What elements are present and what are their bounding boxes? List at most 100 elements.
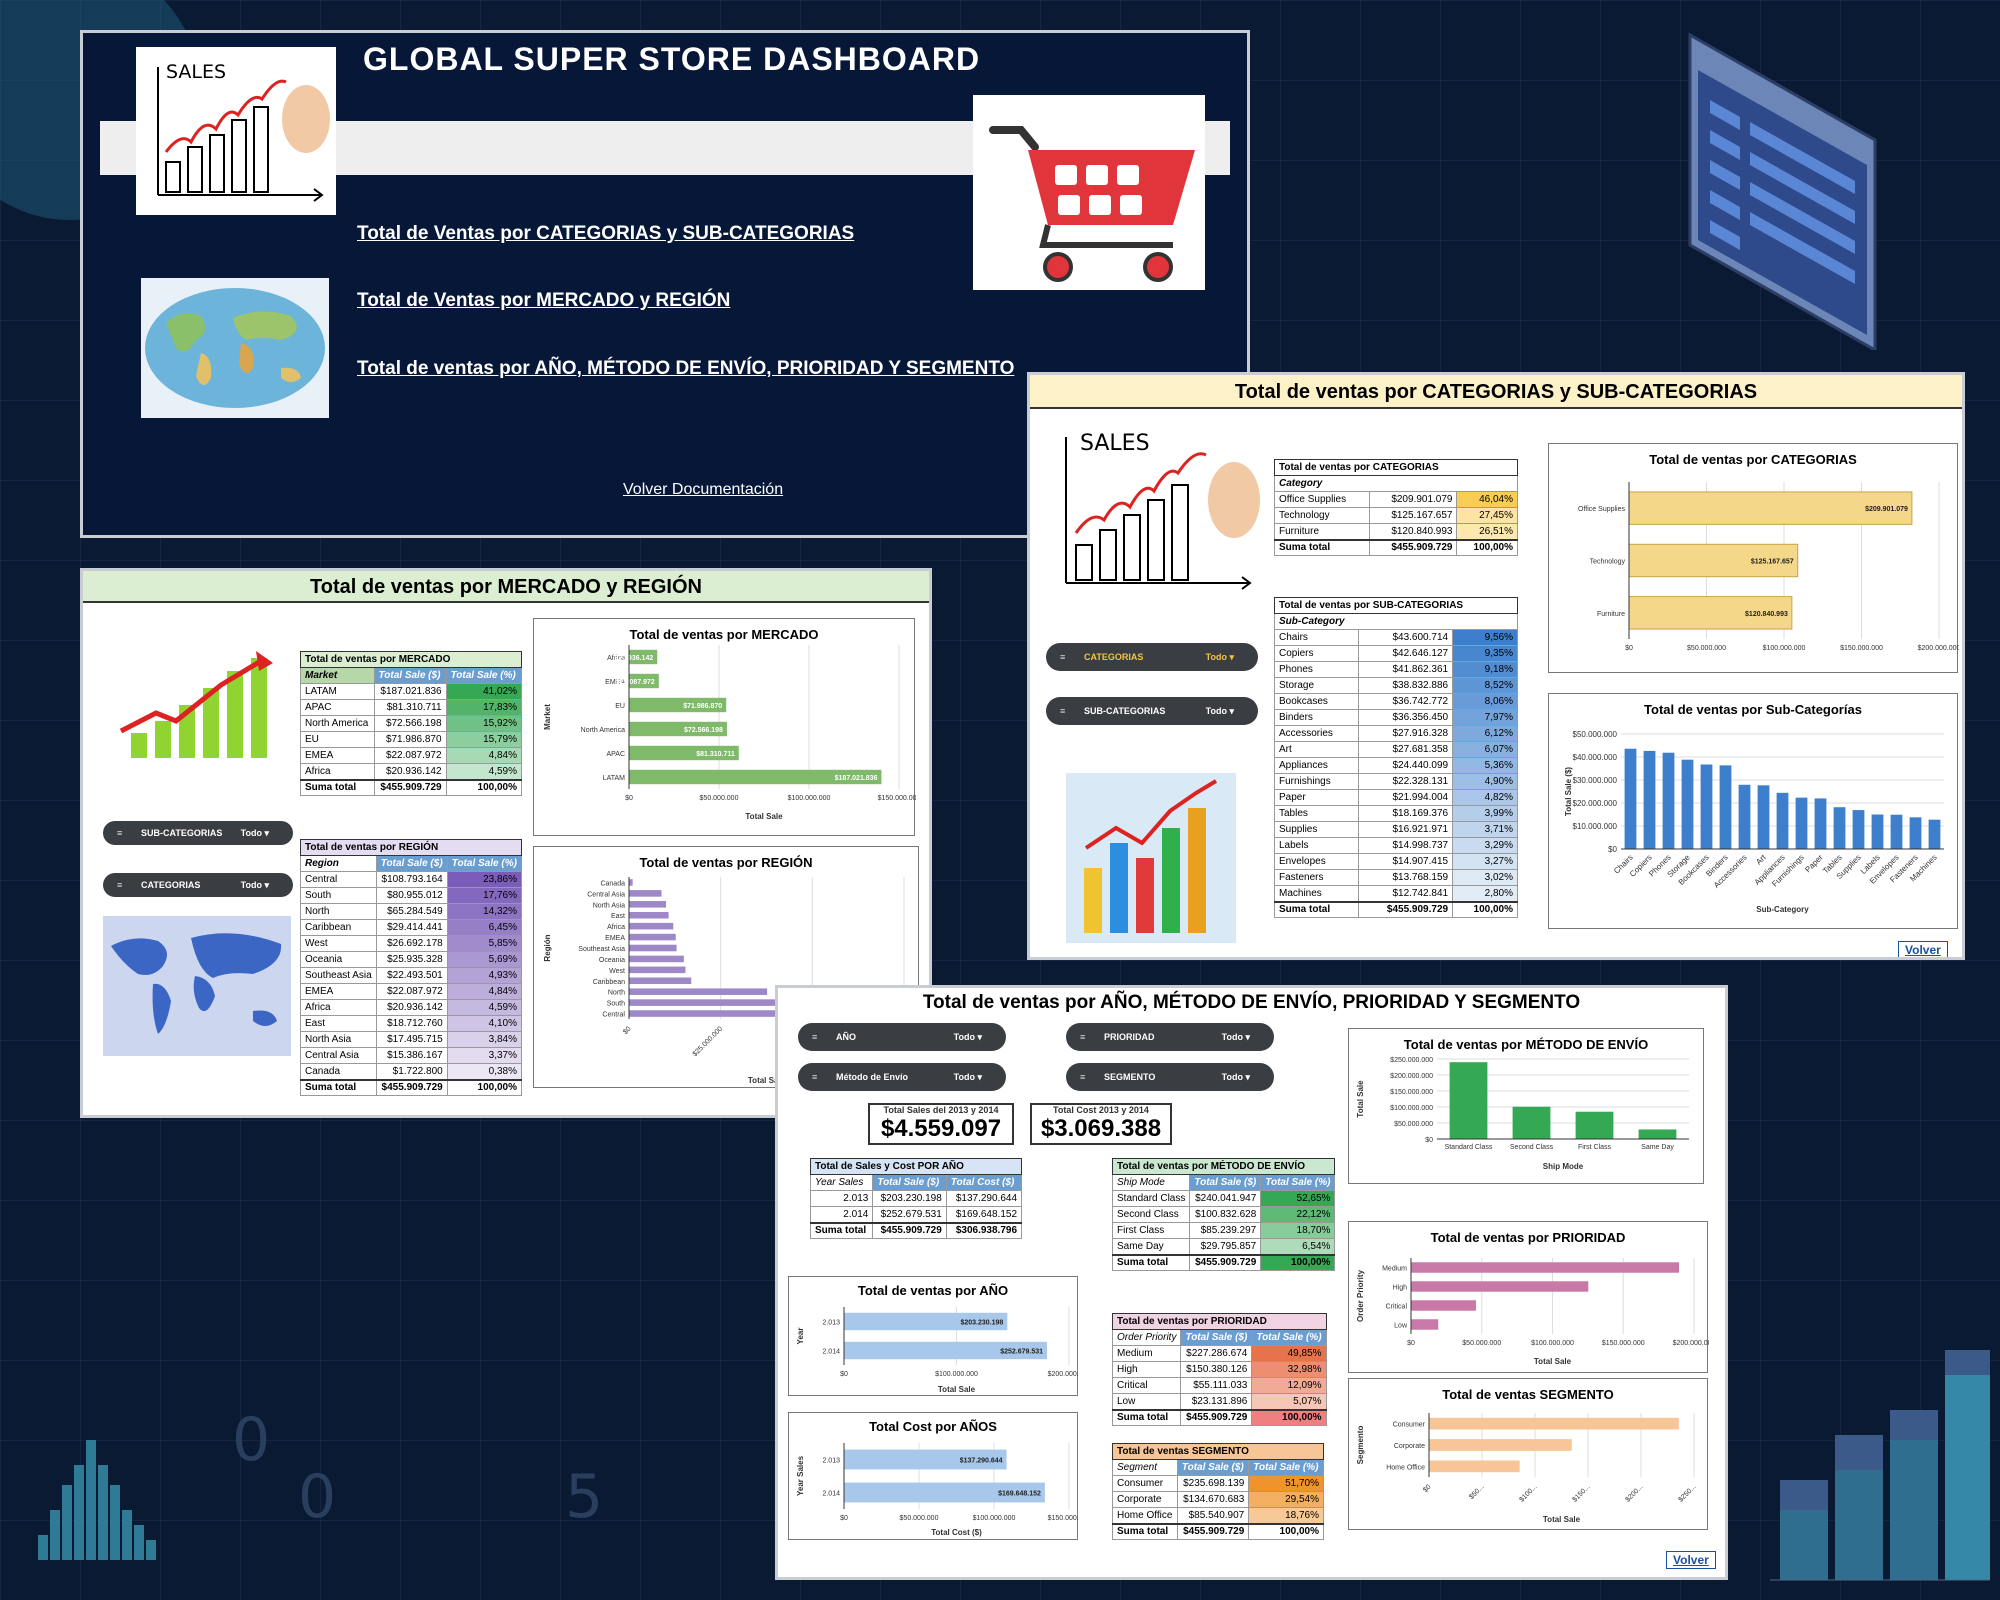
- segmento-chart: Total de ventas SEGMENTO $0 $50... $100...…: [1348, 1378, 1708, 1530]
- table-row: Office Supplies $209.901.079 46,04%: [1275, 492, 1518, 508]
- data-label: $169.648.152: [998, 1491, 1041, 1498]
- y-tick-label: $40.000.000: [1573, 753, 1618, 762]
- bar: [629, 912, 669, 919]
- y-tick-label: EU: [615, 703, 625, 710]
- y-tick-label: Central: [602, 1012, 625, 1019]
- y-tick-label: Oceania: [599, 957, 625, 964]
- link-mercado-region[interactable]: Total de Ventas por MERCADO y REGIÓN: [357, 290, 730, 312]
- bar: [1720, 765, 1732, 849]
- x-tick-label: $150...: [1571, 1484, 1591, 1504]
- table-row: EMEA $22.087.972 4,84%: [301, 748, 522, 764]
- y-tick-label: $0: [1608, 845, 1617, 854]
- table-row: Tables $18.169.376 3,99%: [1275, 806, 1518, 822]
- metodo-envio-table: Total de ventas por MÉTODO DE ENVÍO Ship…: [1112, 1158, 1335, 1271]
- data-label: $125.167.657: [1751, 559, 1794, 566]
- bar: [629, 901, 666, 908]
- anio-panel-title: Total de ventas por AÑO, MÉTODO DE ENVÍO…: [778, 988, 1725, 1018]
- table-row: Chairs $43.600.714 9,56%: [1275, 630, 1518, 646]
- y-tick-label: APAC: [606, 751, 625, 758]
- y-tick-label: West: [609, 968, 625, 975]
- x-tick-label: Second Class: [1510, 1144, 1554, 1151]
- table-row: Southeast Asia $22.493.501 4,93%: [301, 968, 522, 984]
- categorias-filter-button[interactable]: ≡ CATEGORIAS Todo ▾: [1046, 643, 1258, 671]
- subcategorias-filter-button[interactable]: ≡ SUB-CATEGORIAS Todo ▾: [103, 821, 293, 845]
- x-tick-label: $150.000.000: [1602, 1340, 1645, 1347]
- bar: [1891, 815, 1903, 849]
- filter-icon: ≡: [1060, 643, 1072, 671]
- dashboard-title: GLOBAL SUPER STORE DASHBOARD: [363, 41, 980, 78]
- bar: [629, 890, 662, 897]
- x-tick-label: Standard Class: [1445, 1144, 1493, 1151]
- table-caption: Total de ventas por MERCADO: [301, 652, 522, 668]
- table-row: Copiers $42.646.127 9,35%: [1275, 646, 1518, 662]
- sales-cost-anio-table: Total de Sales y Cost POR AÑO Year Sales…: [810, 1158, 1022, 1239]
- kpi-value: $3.069.388: [1032, 1115, 1170, 1143]
- bar: [1450, 1062, 1488, 1139]
- y-axis-label: Total Sale ($): [1564, 767, 1573, 817]
- y-tick-label: Home Office: [1386, 1464, 1425, 1471]
- bar: [629, 879, 633, 886]
- y-tick-label: Caribbean: [593, 979, 625, 986]
- globe-map-icon: [141, 278, 329, 418]
- chart-title: Total de ventas por MÉTODO DE ENVÍO: [1349, 1037, 1703, 1052]
- y-axis-label: Región: [543, 934, 552, 961]
- data-label: $120.840.993: [1745, 611, 1788, 618]
- bar: [629, 923, 673, 930]
- x-tick-label: $0: [1625, 645, 1633, 652]
- cost-anio-chart: Total Cost por AÑOS $0 $50.000.000 $100.00…: [788, 1412, 1078, 1540]
- subcategorias-filter-button[interactable]: ≡ SUB-CATEGORIAS Todo ▾: [1046, 697, 1258, 725]
- x-tick-label: $0: [840, 1515, 848, 1522]
- table-row: First Class $85.239.297 18,70%: [1113, 1223, 1335, 1239]
- data-label: $72.566.198: [684, 727, 723, 734]
- table-caption: Total de ventas SEGMENTO: [1113, 1444, 1324, 1460]
- table-row: Critical $55.111.033 12,09%: [1113, 1378, 1327, 1394]
- sales-chart-image: SALES: [136, 47, 336, 215]
- chart-title: Total de ventas por PRIORIDAD: [1349, 1230, 1707, 1245]
- metodo-envio-bar-chart: $0$50.000.000$100.000.000$150.000.000$20…: [1349, 1029, 1705, 1185]
- x-tick-label: $100.000.000: [1763, 645, 1806, 652]
- table-row: West $26.692.178 5,85%: [301, 936, 522, 952]
- prioridad-filter-button[interactable]: ≡ PRIORIDAD Todo ▾: [1066, 1023, 1274, 1051]
- world-map-image: [141, 278, 329, 418]
- chart-title: Total de ventas por Sub-Categorías: [1549, 702, 1957, 717]
- table-row: Africa $20.936.142 4,59%: [301, 764, 522, 780]
- x-tick-label: $50.000.000: [1687, 645, 1726, 652]
- bar: [1625, 749, 1637, 849]
- segmento-filter-button[interactable]: ≡ SEGMENTO Todo ▾: [1066, 1063, 1274, 1091]
- y-tick-label: $100.000.000: [1390, 1105, 1433, 1112]
- project-management-window-icon: [1680, 30, 1880, 350]
- table-caption: Total de ventas por CATEGORIAS: [1275, 460, 1518, 476]
- x-tick-label: $25.000.000: [692, 1026, 725, 1059]
- table-row: 2.014 $252.679.531 $169.648.152: [811, 1207, 1022, 1223]
- categorias-filter-button[interactable]: ≡ CATEGORIAS Todo ▾: [103, 873, 293, 897]
- volver-button[interactable]: Volver: [1898, 941, 1948, 959]
- link-categorias[interactable]: Total de Ventas por CATEGORIAS y SUB-CAT…: [357, 223, 854, 245]
- y-tick-label: $0: [1425, 1137, 1433, 1144]
- link-anio-envio-prioridad-segmento[interactable]: Total de ventas por AÑO, MÉTODO DE ENVÍO…: [357, 358, 1014, 380]
- anio-filter-button[interactable]: ≡ AÑO Todo ▾: [798, 1023, 1006, 1051]
- table-row: North America $72.566.198 15,92%: [301, 716, 522, 732]
- mercado-bar-chart: $0 $50.000.000 $100.000.000 $150.000.000 Afr…: [534, 619, 916, 837]
- x-tick-label: $50.000.000: [1462, 1340, 1501, 1347]
- y-tick-label: Technology: [1590, 559, 1626, 566]
- table-total-row: Suma total $455.909.729 100,00%: [1113, 1524, 1324, 1540]
- y-tick-label: 2.014: [822, 1349, 840, 1356]
- x-tick-label: $200.000.000: [1673, 1340, 1709, 1347]
- bar: [1644, 751, 1656, 849]
- data-label: $252.679.531: [1000, 1349, 1043, 1356]
- metodo-envio-filter-button[interactable]: ≡ Método de Envío Todo ▾: [798, 1063, 1006, 1091]
- y-tick-label: Low: [1394, 1323, 1408, 1330]
- table-row: Bookcases $36.742.772 8,06%: [1275, 694, 1518, 710]
- decorative-number: 5: [565, 1462, 603, 1532]
- x-tick-label: $200...: [1624, 1484, 1644, 1504]
- y-tick-label: Africa: [607, 924, 625, 931]
- filter-icon: ≡: [1080, 1023, 1092, 1051]
- volver-button[interactable]: Volver: [1666, 1551, 1716, 1569]
- table-total-row: Suma total $455.909.729 100,00%: [1113, 1255, 1335, 1271]
- data-label: $187.021.836: [835, 775, 878, 782]
- x-axis-label: Total Sale: [938, 1385, 976, 1394]
- table-row: Appliances $24.440.099 5,36%: [1275, 758, 1518, 774]
- volver-documentacion-link[interactable]: Volver Documentación: [623, 481, 783, 499]
- table-caption: Total de ventas por SUB-CATEGORIAS: [1275, 598, 1518, 614]
- y-tick-label: $10.000.000: [1573, 822, 1618, 831]
